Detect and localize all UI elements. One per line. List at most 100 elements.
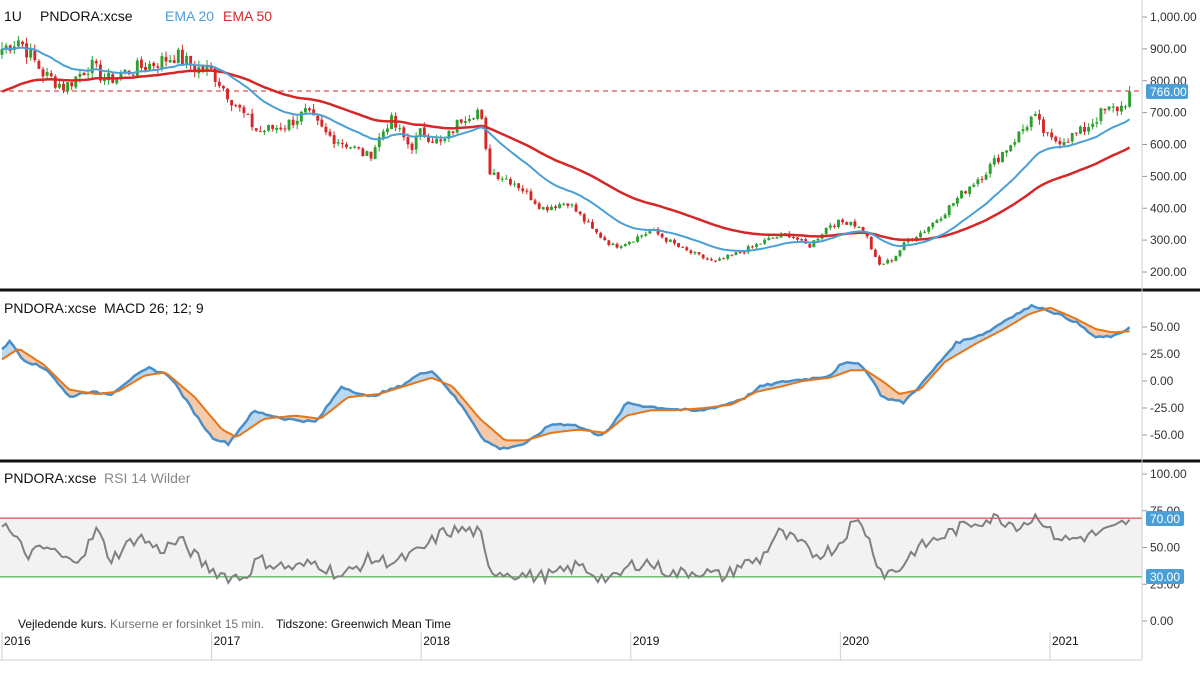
- macd-fill-segment: [254, 411, 259, 426]
- candle-body: [74, 76, 78, 88]
- candle-body: [541, 207, 545, 210]
- candle-body: [1005, 150, 1009, 153]
- ema50-line: [1, 69, 1131, 242]
- candle-body: [258, 131, 262, 133]
- candle-body: [242, 107, 246, 114]
- candle-body: [226, 88, 229, 100]
- candle-body: [1107, 106, 1111, 110]
- candle-body: [455, 119, 459, 133]
- candle-body: [730, 254, 734, 256]
- candle-body: [381, 131, 385, 138]
- macd-fill-segment: [213, 419, 217, 441]
- candle-body: [406, 137, 410, 145]
- rsi-header: PNDORA:xcse RSI 14 Wilder: [4, 470, 191, 486]
- candle-body: [484, 117, 488, 149]
- interval-label[interactable]: 1U: [4, 8, 22, 24]
- macd-params[interactable]: MACD 26; 12; 9: [104, 300, 204, 316]
- price-tick-label: 1,000.00: [1150, 10, 1197, 24]
- candle-body: [755, 244, 758, 247]
- candle-body: [398, 128, 402, 130]
- price-tick-label: 200.00: [1150, 265, 1187, 279]
- candle-body: [349, 147, 352, 149]
- rsi-upper-tag-background: [1146, 511, 1184, 526]
- candle-body: [759, 243, 763, 245]
- candle-body: [980, 179, 984, 181]
- candle-body: [693, 252, 697, 254]
- candle-body: [152, 63, 156, 67]
- candle-body: [845, 222, 849, 225]
- ema50-legend[interactable]: EMA 50: [223, 8, 272, 24]
- candle-body: [25, 43, 29, 58]
- candle-body: [344, 144, 348, 148]
- candle-body: [570, 204, 574, 206]
- candle-body: [156, 66, 160, 68]
- candle-body: [94, 61, 98, 64]
- macd-line: [1, 303, 1131, 451]
- candle-body: [1070, 133, 1074, 142]
- candle-body: [287, 119, 291, 130]
- candle-body: [41, 69, 45, 77]
- candle-body: [923, 231, 927, 233]
- ema20-line: [1, 46, 1131, 253]
- candle-body: [689, 250, 693, 254]
- candle-body: [1119, 105, 1123, 112]
- candle-body: [213, 67, 217, 82]
- candle-body: [1042, 119, 1045, 133]
- candle-body: [98, 64, 102, 81]
- candle-body: [681, 246, 685, 248]
- rsi-upper-tag: 70.00: [1146, 511, 1184, 526]
- candle-body: [869, 236, 873, 250]
- candle-body: [525, 190, 529, 192]
- candle-body: [164, 56, 168, 62]
- candle-body: [1037, 114, 1041, 120]
- candle-body: [615, 244, 619, 248]
- candle-body: [705, 258, 709, 260]
- price-tick-label: 400.00: [1150, 201, 1187, 215]
- last-price-tag: 766.00: [1146, 84, 1188, 99]
- candle-body: [275, 128, 279, 130]
- candle-body: [299, 111, 303, 122]
- candle-body: [726, 254, 730, 259]
- candle-body: [361, 148, 365, 157]
- rsi-symbol[interactable]: PNDORA:xcse: [4, 470, 97, 486]
- candle-body: [205, 66, 209, 72]
- macd-fill-segment: [496, 432, 500, 450]
- macd-tick-label: 25.00: [1150, 347, 1180, 361]
- candle-body: [545, 206, 549, 211]
- candle-body: [742, 252, 746, 254]
- ema20-legend[interactable]: EMA 20: [165, 8, 214, 24]
- macd-symbol[interactable]: PNDORA:xcse: [4, 300, 97, 316]
- macd-fill-segment: [1099, 329, 1104, 338]
- candle-body: [709, 259, 713, 261]
- candle-body: [115, 77, 119, 84]
- rsi-tick-label: 50.00: [1150, 541, 1180, 555]
- candle-body: [357, 147, 361, 149]
- candle-body: [517, 183, 521, 189]
- rsi-params[interactable]: RSI 14 Wilder: [104, 470, 191, 486]
- candle-body: [619, 246, 623, 248]
- candle-body: [857, 227, 861, 229]
- signal-line: [1, 306, 1130, 442]
- candle-body: [488, 148, 492, 175]
- candle-body: [935, 220, 939, 223]
- macd-fill-segment: [839, 363, 843, 375]
- candle-body: [865, 232, 869, 237]
- candle-body: [763, 239, 767, 244]
- candle-body: [320, 119, 324, 127]
- candle-body: [377, 137, 381, 148]
- candle-body: [841, 219, 845, 223]
- macd-fill-segment: [635, 404, 640, 414]
- candle-body: [988, 164, 992, 174]
- price-tick-label: 600.00: [1150, 138, 1187, 152]
- candle-body: [82, 73, 86, 76]
- candle-body: [1013, 142, 1017, 145]
- disclaimer-text: Vejledende kurs.: [18, 617, 107, 631]
- candle-body: [271, 125, 275, 129]
- candle-body: [168, 59, 172, 63]
- macd-fill-segment: [9, 340, 14, 355]
- symbol-label[interactable]: PNDORA:xcse: [40, 8, 133, 24]
- candle-body: [984, 174, 988, 180]
- rsi-tick-label: 100.00: [1150, 467, 1187, 481]
